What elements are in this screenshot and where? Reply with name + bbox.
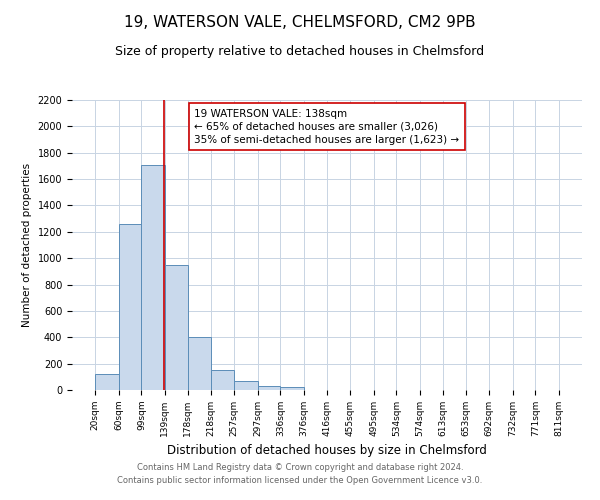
Bar (257, 386, 280, 390)
Bar (211, 370, 234, 390)
Bar (280, 388, 304, 390)
Text: Contains HM Land Registry data © Crown copyright and database right 2024.
Contai: Contains HM Land Registry data © Crown c… (118, 464, 482, 485)
X-axis label: Distribution of detached houses by size in Chelmsford: Distribution of detached houses by size … (167, 444, 487, 458)
Bar (119, 224, 142, 390)
Y-axis label: Number of detached properties: Number of detached properties (22, 163, 32, 327)
Bar (188, 338, 211, 390)
Bar (95, 374, 119, 390)
Text: Size of property relative to detached houses in Chelmsford: Size of property relative to detached ho… (115, 45, 485, 58)
Text: 19, WATERSON VALE, CHELMSFORD, CM2 9PB: 19, WATERSON VALE, CHELMSFORD, CM2 9PB (124, 15, 476, 30)
Bar (142, 164, 165, 390)
Text: 19 WATERSON VALE: 138sqm
← 65% of detached houses are smaller (3,026)
35% of sem: 19 WATERSON VALE: 138sqm ← 65% of detach… (194, 108, 460, 145)
Bar (165, 265, 188, 390)
Bar (234, 381, 257, 390)
